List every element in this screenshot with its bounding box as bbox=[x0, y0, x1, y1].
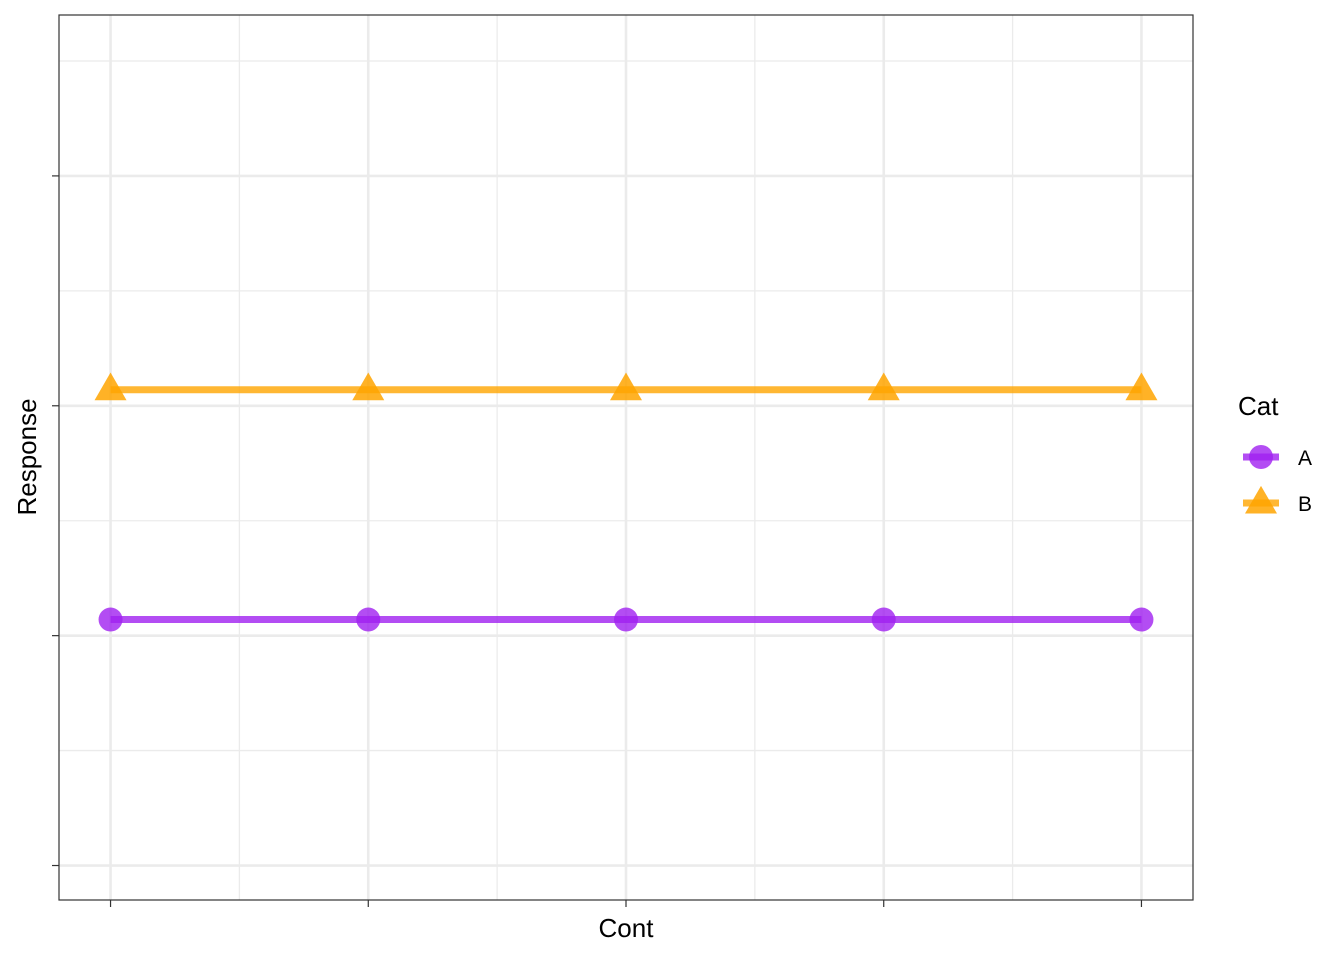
legend-items: AB bbox=[1243, 445, 1312, 516]
legend-label: B bbox=[1298, 493, 1312, 516]
data-point-A bbox=[614, 607, 638, 632]
series-B bbox=[94, 372, 1158, 401]
legend-key-triangle bbox=[1245, 485, 1277, 514]
data-point-A bbox=[98, 607, 123, 632]
data-point-B bbox=[352, 372, 385, 401]
series bbox=[94, 372, 1158, 632]
data-point-B bbox=[867, 372, 900, 401]
grid bbox=[59, 15, 1193, 900]
data-point-B bbox=[1125, 372, 1158, 401]
x-axis-title: Cont bbox=[599, 913, 655, 943]
y-axis-title: Response bbox=[12, 398, 42, 515]
legend-label: A bbox=[1298, 447, 1312, 470]
plot-panel-border bbox=[58, 14, 1194, 901]
legend-item-A: A bbox=[1243, 445, 1312, 470]
legend-item-B: B bbox=[1243, 485, 1312, 516]
axis-ticks bbox=[52, 175, 1143, 907]
legend-title: Cat bbox=[1238, 391, 1279, 421]
series-A bbox=[98, 607, 1154, 632]
data-point-A bbox=[356, 607, 381, 632]
legend-key-circle bbox=[1249, 445, 1273, 469]
data-point-A bbox=[871, 607, 896, 632]
legend: Cat AB bbox=[1238, 391, 1312, 516]
data-point-B bbox=[94, 372, 127, 401]
data-point-A bbox=[1129, 607, 1154, 632]
data-point-B bbox=[610, 372, 642, 401]
